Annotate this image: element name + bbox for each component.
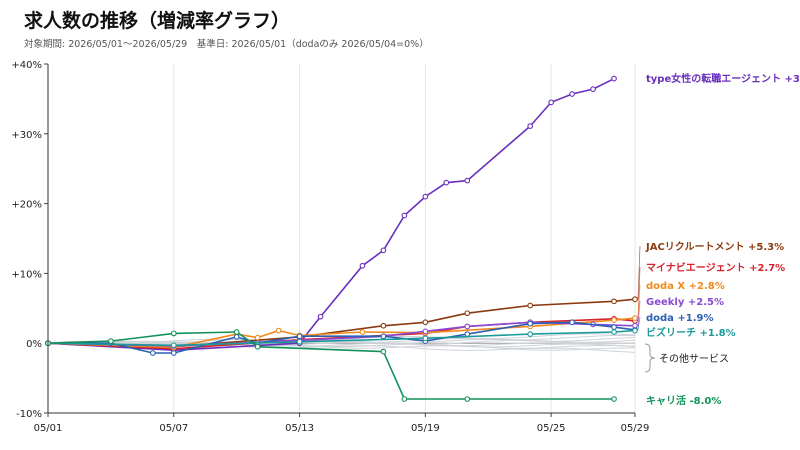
chart-subtitle: 対象期間: 2026/05/01〜2026/05/29 基準日: 2026/05… — [24, 39, 429, 50]
y-tick-label: +10% — [11, 269, 42, 280]
other-service-line — [47, 333, 636, 345]
data-point — [611, 396, 617, 402]
data-point — [464, 323, 471, 330]
data-point — [422, 328, 429, 335]
y-tick-label: -10% — [16, 409, 42, 420]
data-point — [464, 177, 471, 184]
others-bracket — [644, 343, 656, 373]
data-point — [170, 342, 177, 349]
data-point — [464, 396, 471, 402]
data-point — [611, 329, 617, 335]
x-tick-label: 05/13 — [285, 423, 314, 434]
y-tick-label: +30% — [11, 130, 42, 141]
y-tick-label: +20% — [11, 200, 42, 211]
data-point — [632, 296, 638, 303]
data-point — [527, 302, 534, 309]
series-line — [47, 77, 615, 352]
leader-line — [637, 316, 641, 330]
data-point — [632, 315, 638, 321]
y-tick-label: +40% — [11, 60, 42, 71]
grid-layer — [47, 64, 636, 413]
series-end-label: doda X +2.8% — [646, 281, 725, 292]
data-point — [422, 335, 429, 342]
data-point — [380, 247, 387, 254]
data-point — [170, 350, 177, 356]
data-point — [380, 322, 387, 329]
data-point — [611, 317, 617, 324]
x-tick-label: 05/25 — [537, 423, 566, 434]
other-service-line — [47, 342, 636, 353]
data-point — [359, 262, 366, 269]
leader-line — [637, 245, 641, 300]
x-tick-label: 05/01 — [34, 423, 63, 434]
series-end-label: キャリ活 -8.0% — [646, 394, 721, 407]
data-point — [569, 91, 575, 97]
data-point — [401, 396, 408, 402]
data-point — [632, 327, 638, 334]
data-point — [380, 348, 387, 355]
x-tick-label: 05/29 — [621, 423, 650, 434]
data-point — [590, 86, 596, 92]
data-point — [401, 212, 408, 219]
y-tick-label: 0% — [26, 339, 42, 350]
others-label: その他サービス — [659, 352, 729, 365]
data-point — [464, 310, 471, 317]
data-point — [233, 329, 240, 335]
data-point — [233, 334, 240, 340]
series-end-label: Geekly +2.5% — [646, 297, 724, 308]
data-point — [296, 333, 303, 340]
data-point — [548, 99, 554, 106]
data-point — [611, 75, 617, 82]
axis-layer: +40% +30% +20% +10% 0% -10% 05/01 05/07 05/13 05/… — [11, 60, 649, 434]
data-point — [254, 343, 261, 350]
series-end-label: JACリクルートメント +5.3% — [645, 241, 784, 253]
x-tick-label: 05/19 — [411, 423, 440, 434]
series-line — [48, 321, 636, 354]
leader-line — [637, 300, 641, 326]
data-point — [527, 123, 534, 129]
chart-title: 求人数の推移（増減率グラフ） — [24, 10, 291, 32]
data-point — [611, 324, 617, 330]
data-point — [422, 193, 429, 200]
data-point — [422, 319, 429, 326]
data-point — [317, 313, 324, 320]
data-point — [170, 330, 177, 337]
data-point — [527, 320, 534, 327]
leader-line — [637, 284, 641, 319]
data-point — [443, 179, 450, 186]
series-layer — [45, 75, 638, 402]
data-point — [359, 329, 366, 335]
series-end-label: type女性の転職エージェント +37.0% — [646, 72, 800, 85]
data-point — [611, 298, 617, 305]
data-point — [108, 338, 114, 344]
label-layer: type女性の転職エージェント +37.0% JACリクルートメント +5.3% マ… — [637, 72, 800, 407]
data-point — [275, 327, 282, 334]
data-point — [254, 334, 261, 341]
data-point — [527, 331, 534, 337]
series-end-label: マイナビエージェント +2.7% — [646, 261, 785, 274]
data-point — [380, 333, 387, 340]
data-point — [464, 331, 471, 337]
data-point — [296, 338, 303, 345]
series-end-label: doda +1.9% — [646, 313, 714, 324]
data-point — [149, 350, 156, 356]
data-point — [569, 319, 575, 326]
series-end-label: ビズリーチ +1.8% — [646, 326, 736, 339]
x-tick-label: 05/07 — [159, 423, 188, 434]
